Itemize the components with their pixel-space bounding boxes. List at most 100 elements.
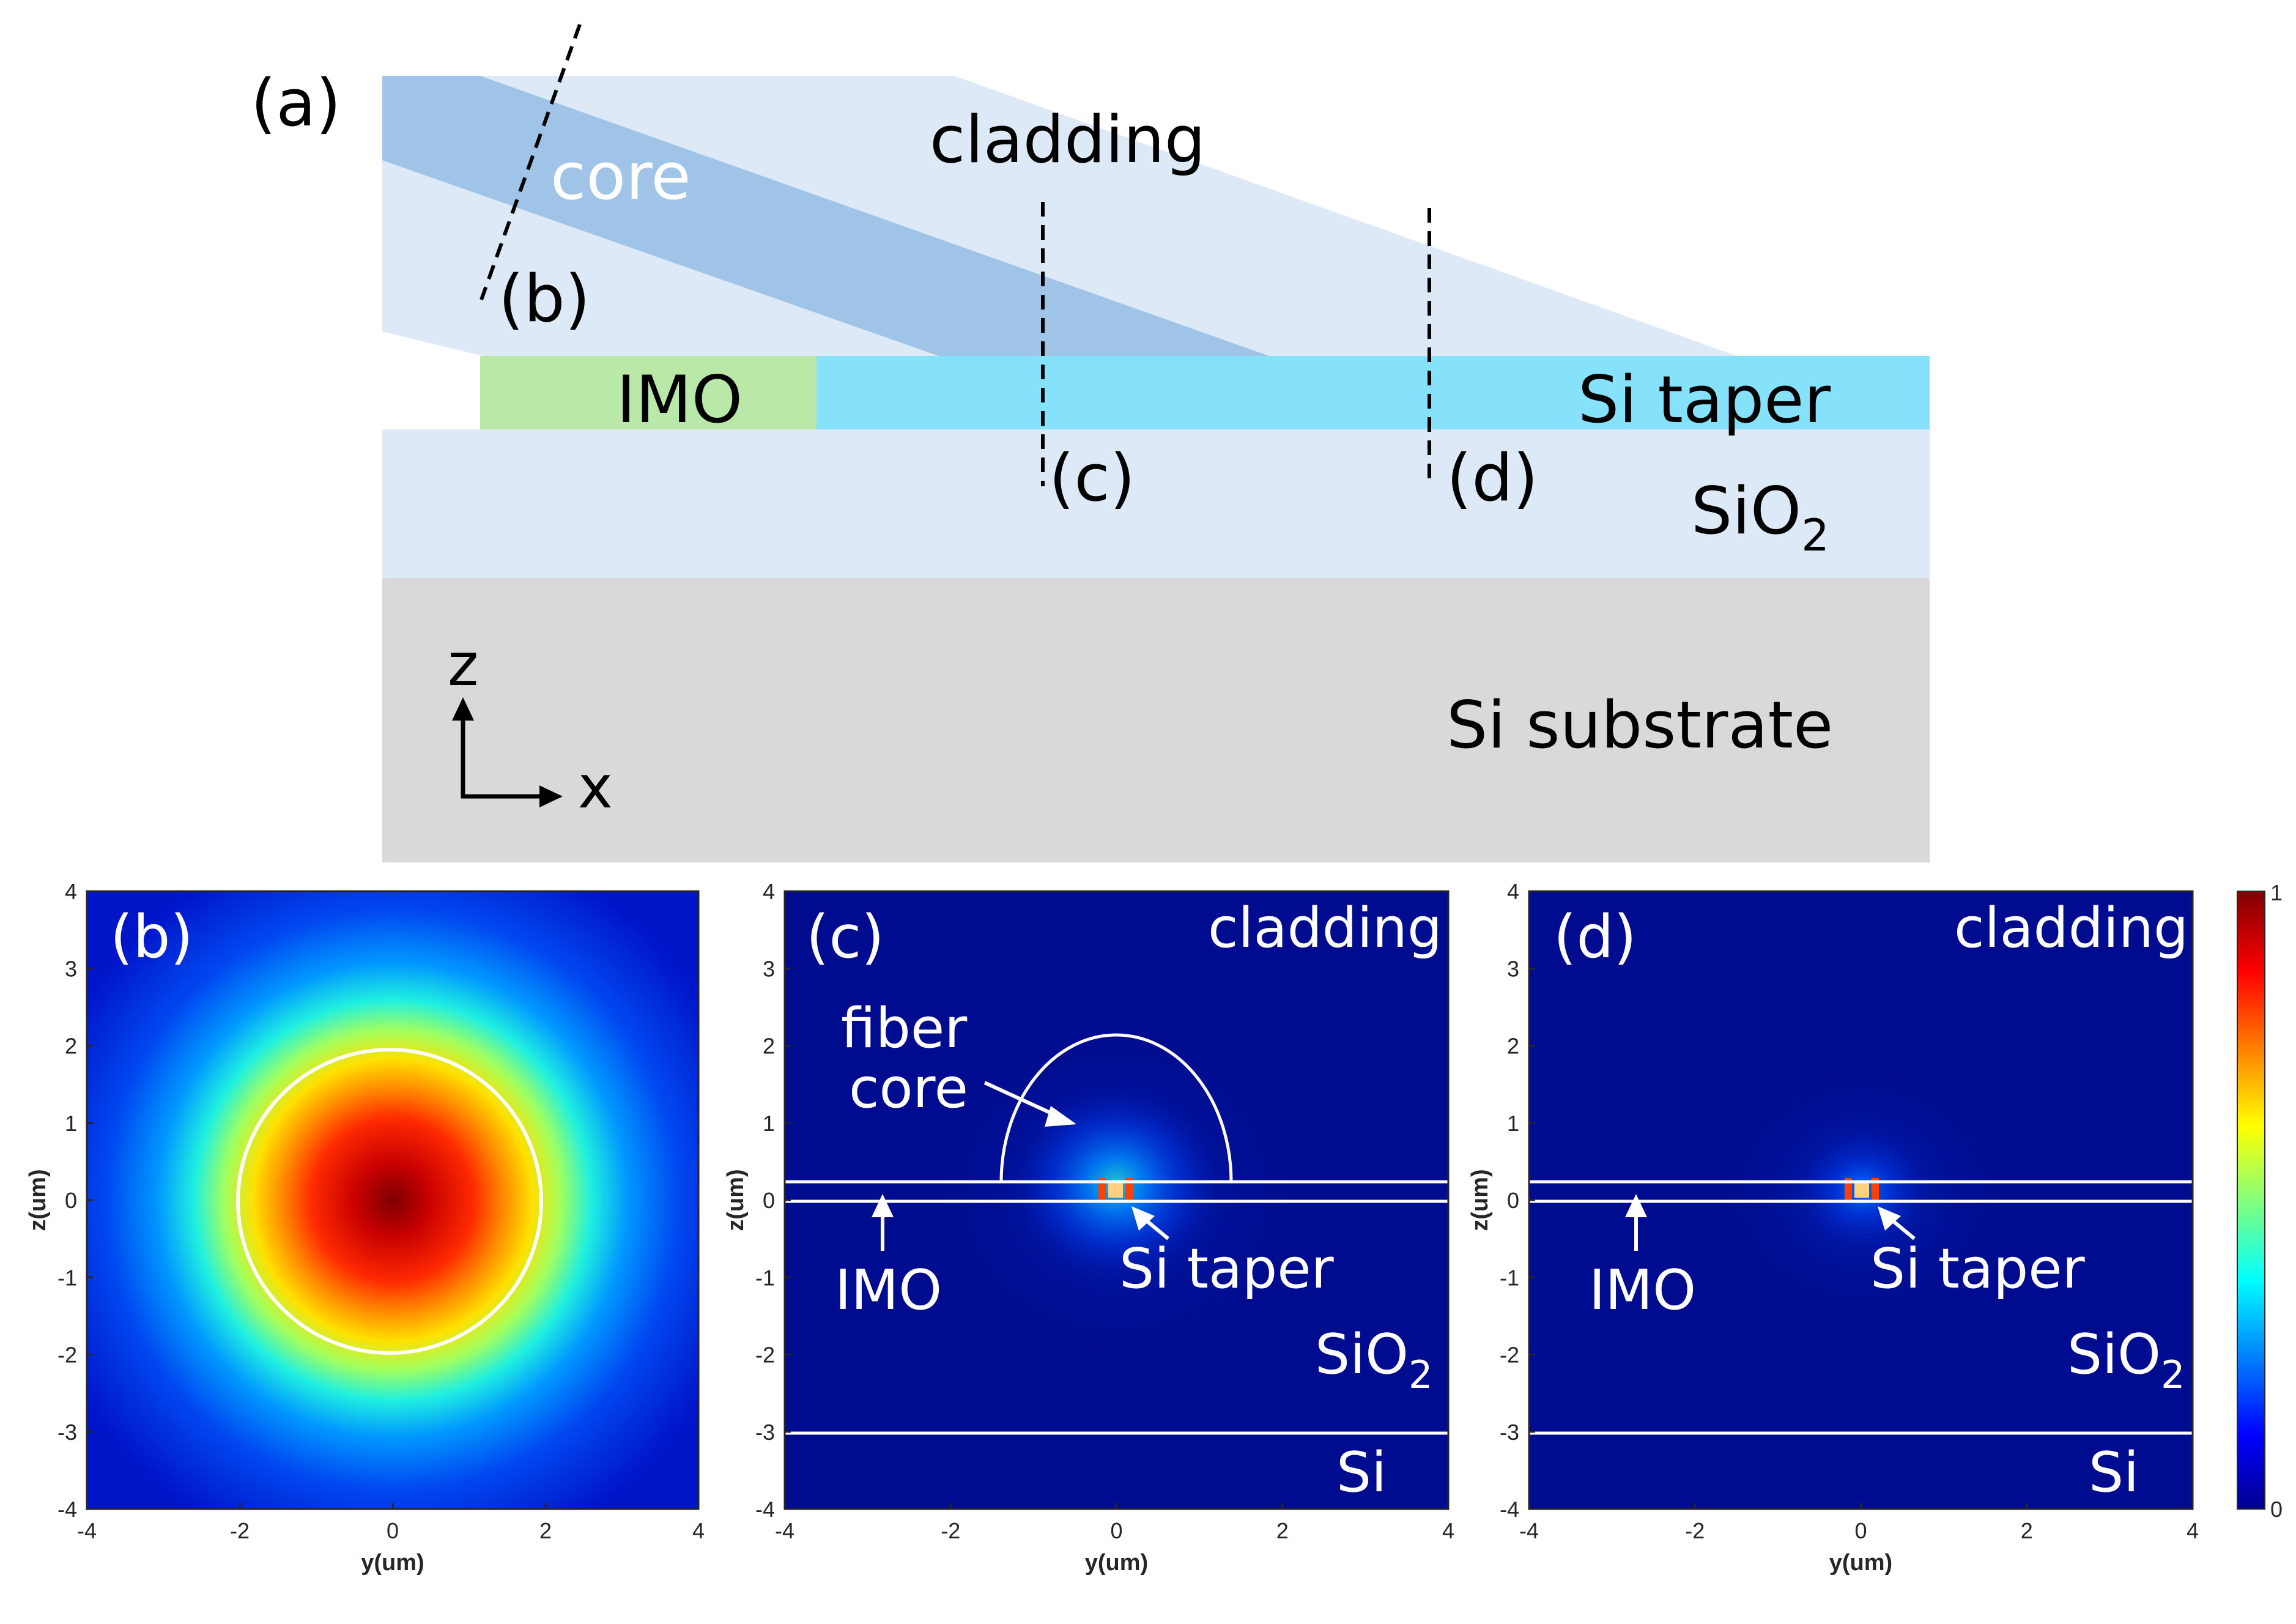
cladding-label: cladding [930, 102, 1205, 177]
y-tick-label-d: -1 [1500, 1265, 1519, 1290]
taper-arrowhead-d-icon [1878, 1206, 1901, 1231]
sio2-label-d: SiO2 [2067, 1322, 2185, 1397]
panel-b: (b) [86, 890, 700, 1510]
sio2-region [382, 429, 1930, 578]
x-tick-label-c: 2 [1276, 1518, 1289, 1543]
x-axis-label-c: y(um) [1085, 1550, 1148, 1576]
hotspot-mid-d [1854, 1181, 1869, 1198]
colorbar-max-label: 1 [2270, 880, 2283, 905]
cut-b-label: (b) [498, 261, 590, 336]
y-tick-label-d: -4 [1500, 1497, 1519, 1522]
colorbar-gradient [2237, 891, 2265, 1510]
x-tick-label-c: 0 [1110, 1518, 1122, 1543]
cut-line-b [480, 23, 582, 301]
sio2-label: SiO2 [1691, 473, 1829, 561]
hotspot-right-d [1872, 1178, 1879, 1200]
x-arrowhead-icon [539, 785, 563, 807]
panel-d-label: (d) [1554, 903, 1637, 971]
cut-c-label: (c) [1049, 440, 1135, 516]
substrate-label: Si substrate [1446, 688, 1833, 763]
imo-arrowhead-c-icon [872, 1194, 894, 1217]
panel-d: (d) cladding IMO Si taper SiO2 Si [1528, 890, 2194, 1510]
y-tick-label-d: 2 [1507, 1034, 1519, 1059]
imo-label-d: IMO [1589, 1258, 1696, 1322]
y-axis-label-c: z(um) [723, 1169, 749, 1231]
y-tick-label-b: 1 [65, 1111, 77, 1136]
sio2-label-c: SiO2 [1315, 1322, 1432, 1397]
x-tick-label-d: -4 [1519, 1518, 1539, 1543]
y-tick-label-b: -4 [57, 1497, 77, 1522]
si-taper-label: Si taper [1578, 362, 1831, 437]
x-tick-label-d: 0 [1854, 1518, 1867, 1543]
x-tick-label-b: -2 [230, 1518, 250, 1543]
x-tick-label-b: -4 [77, 1518, 97, 1543]
colorbar-min-label: 0 [2270, 1497, 2283, 1522]
panel-b-label: (b) [110, 903, 193, 971]
x-axis-label-b: y(um) [361, 1550, 424, 1576]
x-tick-label-d: 2 [2021, 1518, 2033, 1543]
imo-arrowhead-d-icon [1625, 1194, 1647, 1217]
hotspot-right-c [1125, 1178, 1133, 1200]
panel-a: (a) core cladding (b) IMO Si taper (c) (… [251, 23, 1930, 862]
cladding-label-c: cladding [1208, 896, 1442, 960]
x-tick-label-c: -4 [775, 1518, 794, 1543]
substrate-region [382, 578, 1930, 862]
axis-x-label: x [578, 753, 613, 821]
z-arrowhead-icon [452, 697, 474, 721]
field-plot-b [87, 891, 698, 1509]
y-tick-label-c: -3 [755, 1420, 775, 1445]
y-tick-label-c: 4 [763, 879, 775, 904]
y-tick-label-c: -2 [755, 1343, 775, 1368]
x-tick-label-b: 0 [387, 1518, 399, 1543]
y-tick-label-c: 0 [763, 1188, 775, 1213]
y-tick-label-c: -4 [755, 1497, 775, 1522]
y-tick-label-c: 3 [763, 956, 775, 981]
panel-c-label: (c) [806, 903, 884, 971]
x-tick-label-b: 2 [539, 1518, 552, 1543]
cladding-region [382, 76, 1737, 356]
colorbar: 1 0 [2237, 880, 2283, 1522]
y-tick-label-b: 0 [65, 1188, 77, 1213]
si-label-c: Si [1336, 1440, 1387, 1505]
y-tick-label-d: 4 [1507, 879, 1519, 904]
core-label: core [550, 139, 691, 214]
hotspot-left-c [1098, 1178, 1106, 1200]
panel-c: (c) cladding fiber core IMO Si taper SiO… [783, 890, 1450, 1510]
fiber-label-c: fiber [841, 996, 967, 1061]
fiber-core-outline-c [999, 1033, 1233, 1182]
axis-z-label: z [448, 631, 478, 699]
imo-region [480, 356, 817, 429]
x-tick-label-c: -2 [941, 1518, 960, 1543]
y-tick-label-b: 3 [65, 956, 77, 981]
fiber-core-outline-b [236, 1048, 543, 1355]
si-taper-label-d: Si taper [1870, 1237, 2085, 1301]
y-tick-label-d: 3 [1507, 956, 1519, 981]
y-tick-label-b: -1 [57, 1265, 77, 1290]
cut-d-label: (d) [1446, 440, 1538, 516]
panel-a-label: (a) [251, 65, 341, 141]
y-tick-label-b: -2 [57, 1343, 77, 1368]
x-tick-label-d: -2 [1685, 1518, 1705, 1543]
si-taper-label-c: Si taper [1119, 1237, 1334, 1301]
hotspot-left-d [1845, 1178, 1852, 1200]
x-tick-label-d: 4 [2187, 1518, 2199, 1543]
core-arrow-c [983, 1081, 1059, 1118]
y-tick-label-c: -1 [755, 1265, 775, 1290]
cladding-label-d: cladding [1954, 896, 2188, 960]
y-tick-label-d: 1 [1507, 1111, 1519, 1136]
si-label-d: Si [2089, 1440, 2139, 1505]
axes-layer: -4 -2 0 2 4 4 3 2 1 0 -1 -2 -3 -4 y(um) z(um) -4 -2 0 2 4 4 3 2… [25, 879, 2199, 1576]
x-tick-label-b: 4 [692, 1518, 705, 1543]
y-tick-label-d: -3 [1500, 1420, 1519, 1445]
y-tick-label-d: 0 [1507, 1188, 1519, 1213]
si-taper-region [817, 356, 1930, 429]
core-label-c: core [849, 1056, 968, 1121]
taper-arrowhead-c-icon [1131, 1206, 1155, 1231]
y-axis-label-b: z(um) [25, 1169, 51, 1231]
y-tick-label-d: -2 [1500, 1343, 1519, 1368]
imo-label-c: IMO [835, 1258, 942, 1322]
core-region [382, 76, 1269, 356]
y-axis-label-d: z(um) [1467, 1169, 1493, 1231]
